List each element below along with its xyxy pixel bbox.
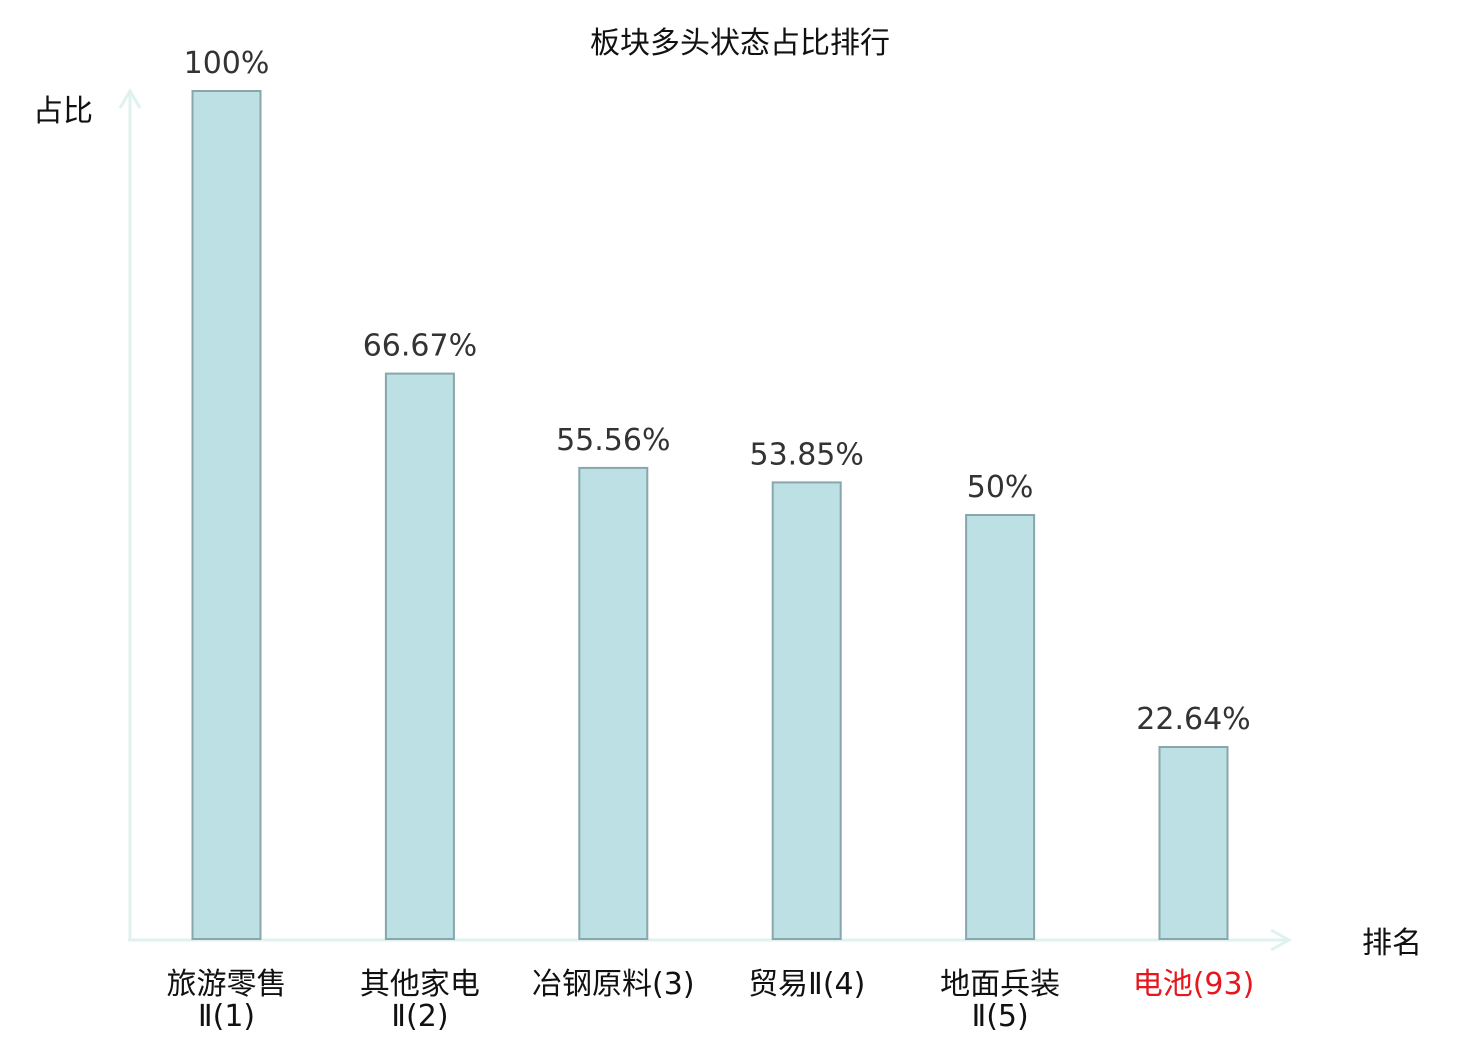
category-label: 旅游零售 Ⅱ(1) [167,967,287,1034]
x-axis-label: 排名 [1362,926,1422,961]
category-label-line: Ⅱ(1) [198,999,255,1034]
axes [118,88,1293,952]
value-label: 66.67% [363,329,477,364]
category-label: 地面兵装 Ⅱ(5) [940,967,1060,1034]
chart-title: 板块多头状态占比排行 [590,26,890,61]
bar [384,372,455,941]
y-axis-label: 占比 [33,94,93,129]
category-labels: 旅游零售 Ⅱ(1) 其他家电 Ⅱ(2) 冶钢原料(3) 贸易Ⅱ(4) 地面兵装 Ⅱ(5) 电池(… [167,967,1255,1034]
category-label-line: 贸易Ⅱ(4) [748,967,865,1002]
bars [191,90,1229,941]
category-label-line: 其他家电 [360,967,480,1002]
y-axis-arrow [118,88,142,109]
bar [771,481,842,940]
category-label: 其他家电 Ⅱ(2) [360,967,480,1034]
value-label: 55.56% [556,423,670,458]
bar [578,466,649,940]
category-label: 贸易Ⅱ(4) [748,967,865,1002]
value-labels: 100% 66.67% 55.56% 53.85% 50% 22.64% [184,46,1251,737]
value-label: 100% [184,46,270,81]
category-label-line: 电池(93) [1133,967,1255,1002]
category-label: 电池(93) [1133,967,1255,1002]
bar [191,90,262,940]
category-label: 冶钢原料(3) [532,967,695,1002]
value-label: 50% [967,470,1034,505]
category-label-line: Ⅱ(2) [391,999,448,1034]
bar [965,514,1036,940]
x-axis-arrow [1270,928,1293,952]
value-label: 22.64% [1136,702,1250,737]
category-label-line: Ⅱ(5) [971,999,1028,1034]
category-label-line: 冶钢原料(3) [532,967,695,1002]
category-label-line: 地面兵装 [940,967,1060,1002]
category-label-line: 旅游零售 [167,967,287,1002]
bar [1158,746,1229,940]
value-label: 53.85% [750,437,864,472]
